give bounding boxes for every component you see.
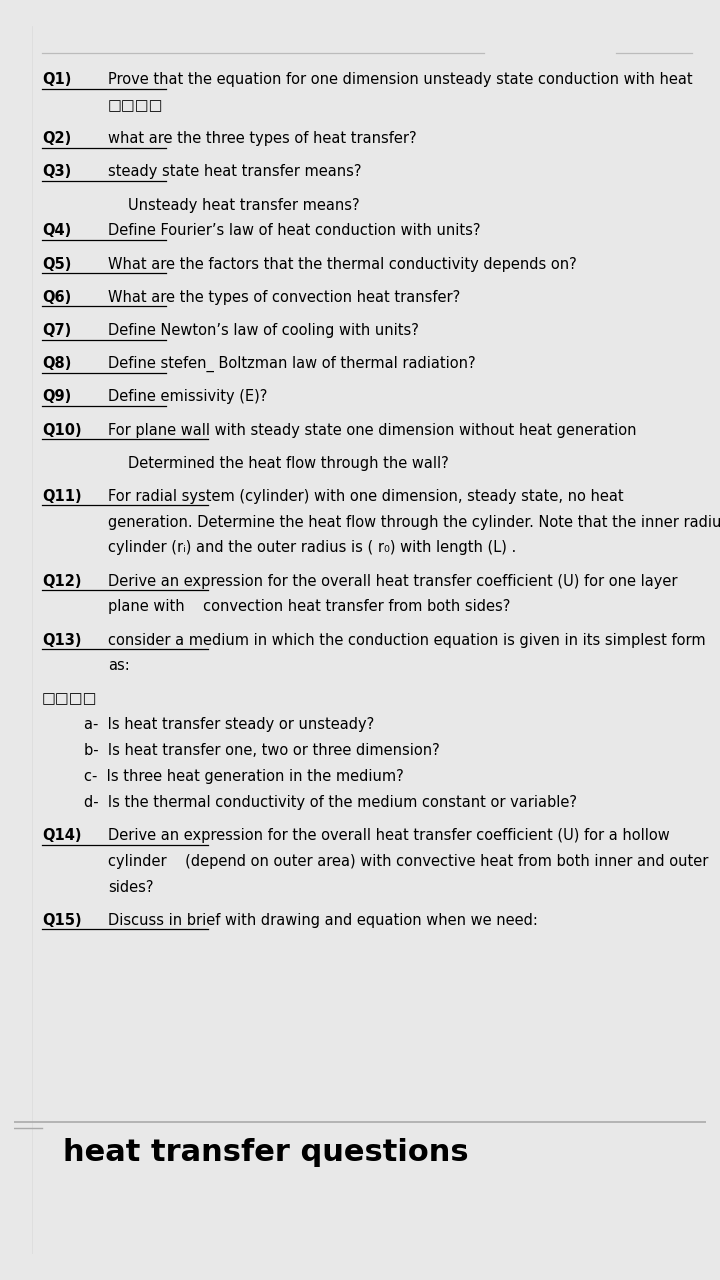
Text: Q3): Q3) [42, 164, 71, 179]
Text: cylinder    (depend on outer area) with convective heat from both inner and oute: cylinder (depend on outer area) with con… [108, 854, 708, 869]
Text: plane with    convection heat transfer from both sides?: plane with convection heat transfer from… [108, 599, 510, 614]
Text: Derive an expression for the overall heat transfer coefficient (U) for one layer: Derive an expression for the overall hea… [108, 573, 678, 589]
Text: Q13): Q13) [42, 632, 81, 648]
Text: What are the types of convection heat transfer?: What are the types of convection heat tr… [108, 289, 460, 305]
Text: Q9): Q9) [42, 389, 71, 404]
Text: Define stefen_ Boltzman law of thermal radiation?: Define stefen_ Boltzman law of thermal r… [108, 356, 475, 372]
Text: cylinder (rᵢ) and the outer radius is ( r₀) with length (L) .: cylinder (rᵢ) and the outer radius is ( … [108, 540, 516, 556]
Text: c-  Is three heat generation in the medium?: c- Is three heat generation in the mediu… [84, 769, 403, 785]
Text: a-  Is heat transfer steady or unsteady?: a- Is heat transfer steady or unsteady? [84, 717, 374, 732]
Text: Discuss in brief with drawing and equation when we need:: Discuss in brief with drawing and equati… [108, 913, 538, 928]
Text: Define Fourier’s law of heat conduction with units?: Define Fourier’s law of heat conduction … [108, 224, 480, 238]
Text: what are the three types of heat transfer?: what are the three types of heat transfe… [108, 132, 416, 146]
Text: sides?: sides? [108, 879, 153, 895]
Text: Q2): Q2) [42, 132, 71, 146]
Text: Determined the heat flow through the wall?: Determined the heat flow through the wal… [128, 456, 449, 471]
Text: Derive an expression for the overall heat transfer coefficient (U) for a hollow: Derive an expression for the overall hea… [108, 828, 670, 844]
Text: steady state heat transfer means?: steady state heat transfer means? [108, 164, 361, 179]
Text: Q11): Q11) [42, 489, 81, 504]
Text: b-  Is heat transfer one, two or three dimension?: b- Is heat transfer one, two or three di… [84, 744, 439, 758]
Text: consider a medium in which the conduction equation is given in its simplest form: consider a medium in which the conductio… [108, 632, 706, 648]
Text: For radial system (cylinder) with one dimension, steady state, no heat: For radial system (cylinder) with one di… [108, 489, 624, 504]
Text: Q4): Q4) [42, 224, 71, 238]
Text: Q15): Q15) [42, 913, 81, 928]
Text: Q8): Q8) [42, 356, 71, 371]
Text: Prove that the equation for one dimension unsteady state conduction with heat: Prove that the equation for one dimensio… [108, 72, 693, 87]
Text: What are the factors that the thermal conductivity depends on?: What are the factors that the thermal co… [108, 256, 577, 271]
Text: Q6): Q6) [42, 289, 71, 305]
Text: □□□□: □□□□ [108, 99, 163, 113]
Text: as:: as: [108, 658, 130, 673]
Text: generation. Determine the heat flow through the cylinder. Note that the inner ra: generation. Determine the heat flow thro… [108, 515, 720, 530]
Text: Q10): Q10) [42, 422, 81, 438]
Text: For plane wall with steady state one dimension without heat generation: For plane wall with steady state one dim… [108, 422, 636, 438]
Text: Q14): Q14) [42, 828, 81, 844]
Text: Q7): Q7) [42, 323, 71, 338]
Text: d-  Is the thermal conductivity of the medium constant or variable?: d- Is the thermal conductivity of the me… [84, 795, 577, 810]
Text: Q1): Q1) [42, 72, 71, 87]
Text: Unsteady heat transfer means?: Unsteady heat transfer means? [128, 197, 360, 212]
Text: Q5): Q5) [42, 256, 71, 271]
Text: Define Newton’s law of cooling with units?: Define Newton’s law of cooling with unit… [108, 323, 418, 338]
Text: Define emissivity (E)?: Define emissivity (E)? [108, 389, 267, 404]
Text: heat transfer questions: heat transfer questions [63, 1138, 469, 1166]
Text: Q12): Q12) [42, 573, 81, 589]
Text: □□□□: □□□□ [42, 691, 97, 707]
